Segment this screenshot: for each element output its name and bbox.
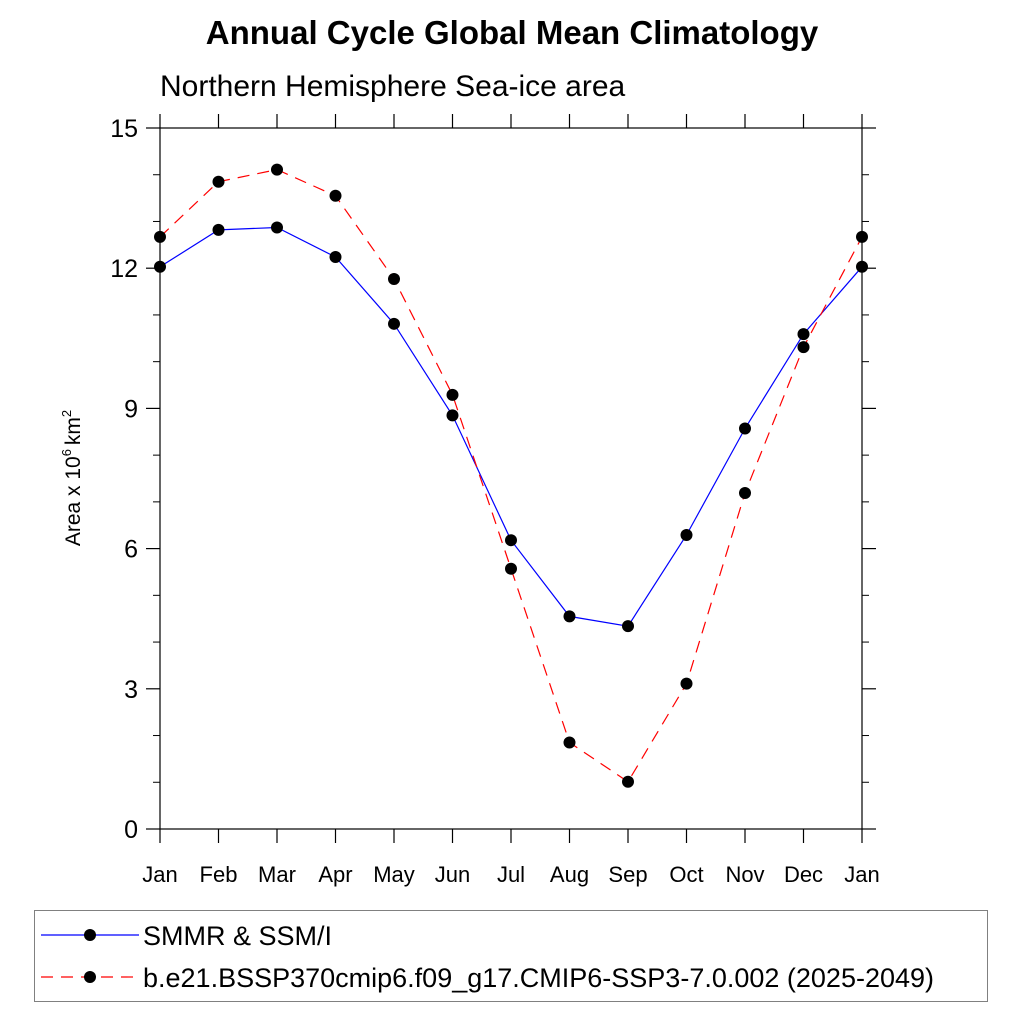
plot-frame [159, 127, 863, 830]
series-1-point [388, 272, 400, 285]
x-tick-label: Oct [669, 862, 703, 887]
series-1-point [563, 736, 576, 749]
y-tick-label: 6 [124, 536, 138, 564]
x-tick-label: Jan [844, 862, 879, 887]
x-tick-label: Jul [497, 862, 525, 887]
x-tick-label: Sep [608, 862, 647, 887]
x-tick-label: Jun [435, 862, 470, 887]
x-tick-label: Feb [200, 862, 238, 887]
legend-swatch [41, 971, 139, 983]
series-line-1 [159, 168, 863, 783]
series-1-point [680, 677, 693, 690]
series-0-point [271, 221, 283, 234]
y-axis-label: Area x 106km2 [59, 410, 85, 546]
x-tick-label: Mar [258, 862, 296, 887]
series-0-point [154, 260, 166, 273]
series-1-point [271, 163, 283, 176]
series-0-point [797, 328, 810, 341]
series-lines [159, 168, 863, 783]
legend-entry: b.e21.BSSP370cmip6.f09_g17.CMIP6-SSP3-7.… [35, 959, 987, 995]
series-1-point [154, 230, 166, 243]
x-tick-label: Jan [142, 862, 177, 887]
chart-subtitle: Northern Hemisphere Sea-ice area [160, 70, 626, 103]
line-chart: 0 3 6 9 12 15 Jan Feb Mar Apr May Jun Jul Aug Sep Oct N… [59, 114, 880, 887]
x-tick-label: Nov [725, 862, 764, 887]
series-1-point [622, 775, 634, 788]
series-0-point [563, 610, 576, 623]
x-tick-label: Dec [784, 862, 823, 887]
series-0-point [856, 260, 868, 273]
series-1-point [797, 341, 810, 354]
chart-title: Annual Cycle Global Mean Climatology [205, 14, 819, 51]
y-tick-label: 3 [124, 676, 138, 704]
series-0-point [446, 409, 459, 422]
series-1-point [856, 230, 868, 243]
series-0-point [505, 534, 517, 547]
series-0-point [212, 223, 225, 236]
legend: SMMR & SSM/I b.e21.BSSP370cmip6.f09_g17.… [34, 910, 988, 1002]
series-0-point [739, 422, 751, 435]
y-tick-label: 12 [110, 255, 138, 283]
series-0-point [622, 620, 634, 633]
x-tick-labels: Jan Feb Mar Apr May Jun Jul Aug Sep Oct Nov Dec Jan [142, 862, 879, 887]
legend-swatch [41, 929, 139, 941]
y-tick-labels: 0 3 6 9 12 15 [110, 115, 138, 844]
series-1-point [446, 388, 459, 401]
series-0-point [388, 317, 400, 330]
series-points [154, 163, 868, 788]
legend-entry: SMMR & SSM/I [35, 917, 987, 953]
x-tick-label: Apr [318, 862, 352, 887]
y-tick-label: 0 [124, 816, 138, 844]
series-1-point [505, 562, 517, 575]
series-0-point [329, 250, 342, 263]
x-tick-label: May [373, 862, 415, 887]
legend-label: SMMR & SSM/I [143, 921, 333, 951]
series-1-point [739, 486, 751, 499]
y-tick-label: 15 [110, 115, 138, 143]
series-1-point [212, 175, 225, 188]
axis-ticks [146, 114, 876, 843]
y-tick-label: 9 [124, 395, 138, 423]
series-0-point [680, 529, 693, 542]
series-1-point [329, 189, 342, 202]
legend-label: b.e21.BSSP370cmip6.f09_g17.CMIP6-SSP3-7.… [143, 963, 935, 993]
x-tick-label: Aug [550, 862, 589, 887]
